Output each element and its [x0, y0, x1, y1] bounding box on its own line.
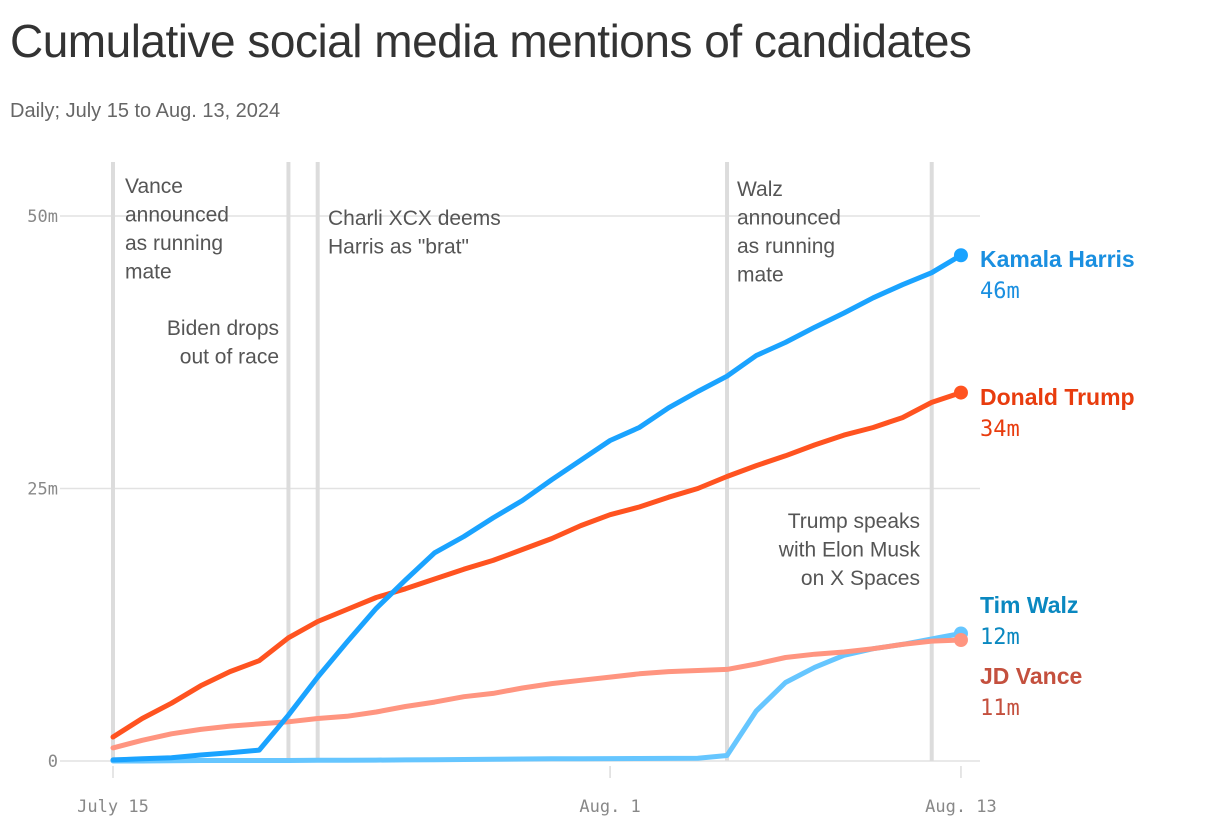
series-label: JD Vance: [980, 663, 1082, 689]
series-line-tim-walz: [110, 631, 964, 764]
annotation-text: Trump speaks with Elon Musk on X Spaces: [778, 510, 921, 590]
series-end-value: 11m: [980, 696, 1020, 721]
series-label: Donald Trump: [980, 384, 1135, 410]
series-end-value: 34m: [980, 417, 1020, 442]
annotation-text: Biden drops out of race: [167, 317, 279, 369]
chart-subtitle: Daily; July 15 to Aug. 13, 2024: [10, 100, 281, 122]
series-label: Tim Walz: [980, 592, 1078, 618]
series-line-jd-vance: [110, 637, 964, 751]
x-tick-label: July 15: [77, 797, 149, 817]
end-point-marker: [953, 633, 968, 648]
series-line-kamala-harris: [110, 252, 964, 763]
annotation-text: Charli XCX deems Harris as "brat": [328, 207, 501, 259]
series-end-value: 12m: [980, 625, 1020, 650]
chart-title: Cumulative social media mentions of cand…: [10, 15, 972, 67]
series-end-value: 46m: [980, 279, 1020, 304]
series-label: Kamala Harris: [980, 246, 1135, 272]
x-tick-label: Aug. 13: [925, 797, 997, 817]
y-tick-label: 50m: [27, 207, 58, 227]
annotation-text: Vance announced as running mate: [125, 175, 229, 284]
y-tick-label: 0: [48, 752, 58, 772]
annotation-text: Walz announced as running mate: [737, 178, 841, 287]
end-point-marker: [953, 385, 968, 400]
x-tick-label: Aug. 1: [579, 797, 640, 817]
y-tick-label: 25m: [27, 480, 58, 500]
series-line-donald-trump: [110, 390, 964, 740]
end-point-marker: [953, 248, 968, 263]
